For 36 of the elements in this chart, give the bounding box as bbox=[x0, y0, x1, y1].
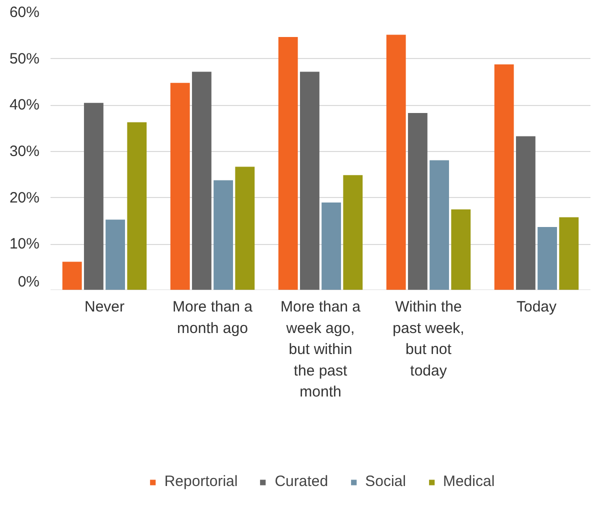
bar bbox=[214, 180, 234, 290]
bar bbox=[538, 227, 558, 290]
y-tick-label: 40% bbox=[9, 96, 40, 114]
bar bbox=[386, 34, 406, 290]
legend-label: Medical bbox=[442, 473, 495, 490]
x-tick-label: More than a week ago, but within the past month bbox=[280, 298, 362, 400]
bar bbox=[343, 175, 363, 290]
legend-label: Social bbox=[365, 473, 406, 490]
x-tick-label: Never bbox=[84, 298, 125, 316]
legend-label: Curated bbox=[274, 473, 328, 490]
y-tick-label: 30% bbox=[9, 143, 40, 160]
bar bbox=[494, 64, 514, 290]
bar bbox=[192, 72, 212, 290]
bar bbox=[300, 72, 320, 290]
x-tick-label: Within the past week, but not today bbox=[392, 298, 464, 380]
bar bbox=[127, 122, 147, 290]
legend-label: Reportorial bbox=[164, 473, 238, 490]
y-tick-label: 0% bbox=[18, 274, 40, 290]
bar bbox=[322, 202, 342, 290]
bar bbox=[278, 37, 298, 290]
x-tick-label: Today bbox=[516, 298, 558, 316]
bar bbox=[559, 217, 579, 290]
y-tick-label: 50% bbox=[9, 50, 40, 68]
y-tick-label: 10% bbox=[9, 236, 40, 253]
bar bbox=[106, 220, 126, 290]
bar bbox=[62, 262, 82, 290]
bar bbox=[451, 209, 471, 290]
bar bbox=[235, 166, 255, 290]
bar bbox=[408, 113, 428, 290]
bar bbox=[430, 160, 450, 290]
y-tick-label: 60% bbox=[9, 4, 40, 21]
x-tick-label: More than a month ago bbox=[172, 298, 254, 337]
y-tick-label: 20% bbox=[9, 189, 40, 206]
bar bbox=[516, 136, 536, 290]
bar bbox=[84, 102, 104, 290]
bar bbox=[170, 82, 190, 290]
